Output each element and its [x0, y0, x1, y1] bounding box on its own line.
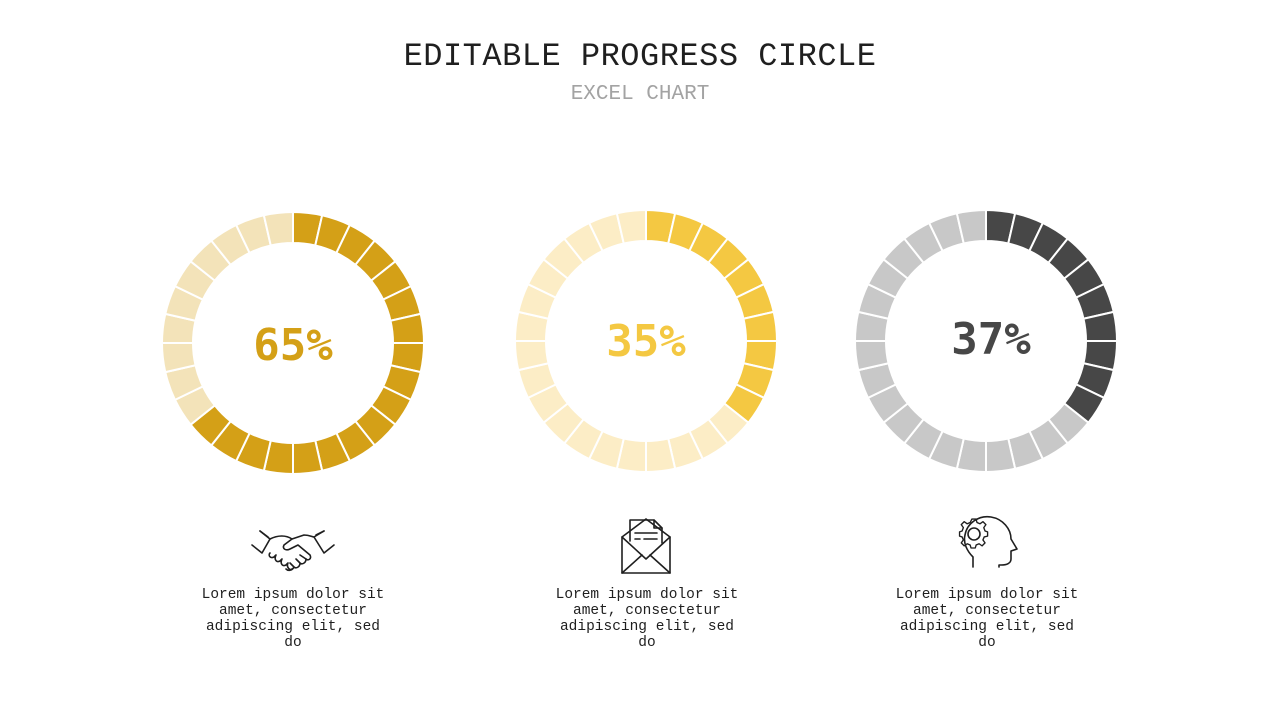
- mail-envelope-icon: [602, 515, 692, 579]
- ring-segment-empty: [615, 208, 647, 245]
- ring-segment-empty: [955, 208, 987, 245]
- progress-ring-2: 35%: [511, 206, 781, 476]
- ring-segments: [160, 210, 426, 476]
- ring-segments: [853, 208, 1119, 474]
- description-text-3: Lorem ipsum dolor sit amet, consectetur …: [895, 587, 1079, 651]
- progress-percent-label: 35%: [606, 316, 686, 367]
- ring-segment-empty: [262, 210, 294, 247]
- progress-ring-1: 65%: [158, 208, 428, 478]
- progress-percent-label: 65%: [253, 320, 333, 371]
- description-text-1: Lorem ipsum dolor sit amet, consectetur …: [201, 587, 385, 651]
- progress-ring-svg: 35%: [513, 208, 779, 474]
- progress-ring-3: 37%: [851, 206, 1121, 476]
- head-gear-icon: [945, 513, 1035, 577]
- progress-ring-svg: 65%: [160, 210, 426, 476]
- progress-percent-label: 37%: [951, 314, 1031, 365]
- progress-ring-svg: 37%: [853, 208, 1119, 474]
- page-title: EDITABLE PROGRESS CIRCLE: [403, 38, 877, 75]
- page-subtitle: EXCEL CHART: [570, 83, 710, 106]
- description-text-2: Lorem ipsum dolor sit amet, consectetur …: [555, 587, 739, 651]
- handshake-icon: [248, 515, 338, 579]
- ring-segments: [513, 208, 779, 474]
